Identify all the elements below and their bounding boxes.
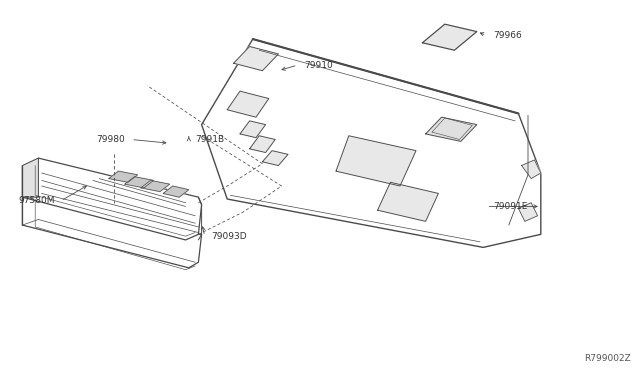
Polygon shape — [141, 180, 170, 192]
Polygon shape — [336, 136, 416, 186]
Text: 79966: 79966 — [493, 31, 522, 40]
Polygon shape — [202, 39, 541, 247]
Polygon shape — [378, 182, 438, 221]
Polygon shape — [163, 186, 189, 197]
Text: 79980: 79980 — [96, 135, 125, 144]
Polygon shape — [234, 46, 278, 71]
Polygon shape — [240, 121, 266, 138]
Polygon shape — [22, 158, 38, 197]
Polygon shape — [125, 177, 154, 188]
Polygon shape — [522, 160, 541, 179]
Text: R799002Z: R799002Z — [584, 354, 630, 363]
Polygon shape — [518, 203, 538, 221]
Polygon shape — [426, 117, 477, 141]
Polygon shape — [227, 91, 269, 117]
Polygon shape — [109, 171, 138, 182]
Polygon shape — [250, 136, 275, 153]
Text: 79910: 79910 — [304, 61, 333, 70]
Text: 97580M: 97580M — [18, 196, 54, 205]
Text: 79091E: 79091E — [493, 202, 527, 211]
Polygon shape — [422, 24, 477, 50]
Text: 7991B: 7991B — [195, 135, 225, 144]
Text: 79093D: 79093D — [211, 232, 247, 241]
Polygon shape — [262, 151, 288, 166]
